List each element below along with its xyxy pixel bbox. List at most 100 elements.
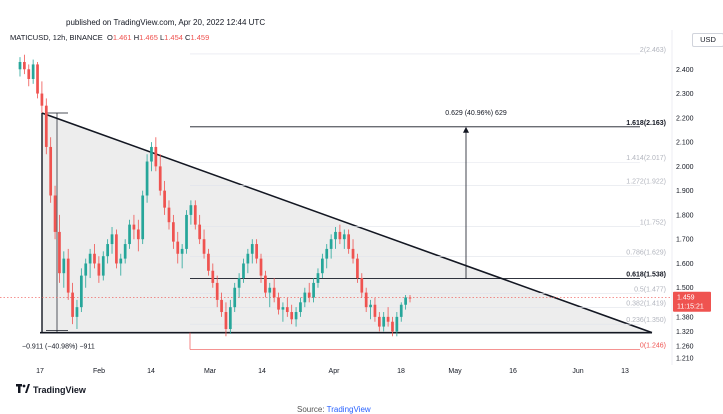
candle-body — [242, 263, 245, 279]
last-price-tag: 1.459 11:15:21 — [673, 291, 711, 312]
last-price-value: 1.459 — [677, 295, 695, 302]
candle-33 — [163, 180, 166, 215]
candle-body — [84, 263, 88, 276]
candle-45 — [215, 275, 219, 308]
candle-21 — [110, 227, 114, 254]
fib-label-4: 1(1.752) — [640, 220, 666, 227]
candle-body — [237, 278, 241, 288]
candle-42 — [202, 229, 206, 259]
source-prefix: Source: — [297, 405, 325, 414]
candle-2 — [27, 64, 31, 87]
candle-body — [329, 239, 333, 249]
candle-44 — [211, 263, 215, 288]
candle-body — [31, 64, 35, 79]
candle-body — [189, 205, 193, 215]
candle-74 — [342, 229, 346, 249]
candle-body — [290, 312, 294, 320]
candle-31 — [154, 137, 158, 172]
x-tick-10: 13 — [621, 368, 629, 375]
candle-body — [264, 275, 267, 293]
candle-4 — [36, 61, 39, 99]
candle-body — [220, 299, 223, 313]
candle-34 — [167, 200, 171, 230]
source-link[interactable]: TradingView — [326, 405, 371, 414]
candle-body — [172, 222, 175, 242]
candle-body — [145, 161, 149, 196]
candle-body — [215, 282, 219, 300]
candle-body — [40, 93, 44, 106]
candle-60 — [281, 302, 285, 322]
y-tick-6: 1.800 — [676, 212, 694, 219]
candle-82 — [377, 312, 381, 332]
candle-body — [49, 146, 53, 196]
tradingview-brand[interactable]: TradingView — [16, 384, 86, 395]
candle-body — [193, 205, 197, 225]
candle-body — [360, 278, 364, 293]
y-tick-5: 1.900 — [676, 188, 694, 195]
candle-body — [185, 214, 188, 249]
candle-body — [211, 270, 215, 283]
x-tick-9: Jun — [572, 368, 583, 375]
candle-71 — [329, 234, 333, 259]
fib-label-5: 0.786(1.629) — [626, 249, 666, 256]
candle-69 — [321, 253, 324, 279]
candle-49 — [233, 282, 237, 313]
published-note: published on TradingView.com, Apr 20, 20… — [66, 18, 266, 27]
fib-label-9: 0.236(1.350) — [626, 317, 666, 324]
candle-body — [79, 275, 83, 308]
y-tick-11: 1.320 — [676, 329, 694, 336]
candle-body — [128, 224, 131, 245]
candle-7 — [49, 137, 53, 203]
candle-body — [369, 304, 372, 308]
open-label: O — [106, 33, 113, 42]
candle-body — [150, 146, 153, 162]
y-tick-4: 2.000 — [676, 164, 694, 171]
candle-body — [207, 253, 210, 271]
candle-57 — [268, 282, 272, 308]
candle-body — [202, 239, 206, 254]
candle-body — [53, 195, 57, 232]
candle-6 — [44, 98, 48, 155]
candle-body — [377, 316, 381, 327]
candle-body — [399, 304, 403, 317]
candle-59 — [277, 292, 280, 315]
candle-73 — [338, 224, 342, 245]
candle-52 — [246, 248, 250, 274]
candle-79 — [364, 287, 368, 313]
candle-35 — [172, 214, 175, 249]
y-tick-3: 2.100 — [676, 140, 694, 147]
candle-22 — [115, 229, 118, 269]
fib-label-2: 1.414(2.017) — [626, 155, 666, 162]
currency-button[interactable]: USD — [692, 33, 723, 47]
candle-body — [277, 297, 280, 310]
tradingview-logo-icon — [16, 384, 30, 395]
candle-body — [395, 316, 399, 332]
candle-86 — [395, 312, 399, 337]
symbol-label: MATICUSD, 12h, BINANCE — [10, 33, 103, 42]
target-arrow-head — [463, 126, 469, 133]
candle-3 — [31, 59, 35, 84]
x-tick-2: 14 — [147, 368, 155, 375]
candle-body — [285, 307, 289, 313]
candle-body — [36, 64, 39, 94]
candle-body — [391, 321, 394, 332]
candle-body — [180, 248, 184, 254]
candle-body — [325, 248, 329, 259]
candle-47 — [224, 302, 228, 337]
candle-39 — [189, 200, 193, 225]
candle-68 — [316, 268, 320, 288]
candle-body — [408, 297, 412, 299]
target-label: 0.629 (40.96%) 629 — [445, 110, 507, 117]
candle-23 — [119, 253, 123, 276]
fib-label-7: 0.5(1.477) — [634, 286, 666, 293]
low-label: L — [160, 33, 165, 42]
brand-name: TradingView — [33, 385, 86, 395]
candle-27 — [136, 219, 140, 252]
x-tick-4: 14 — [258, 368, 266, 375]
candle-body — [71, 292, 74, 317]
y-tick-10: 1.380 — [676, 314, 694, 321]
candle-12 — [71, 282, 74, 325]
candle-body — [342, 234, 346, 240]
candle-body — [119, 258, 123, 264]
